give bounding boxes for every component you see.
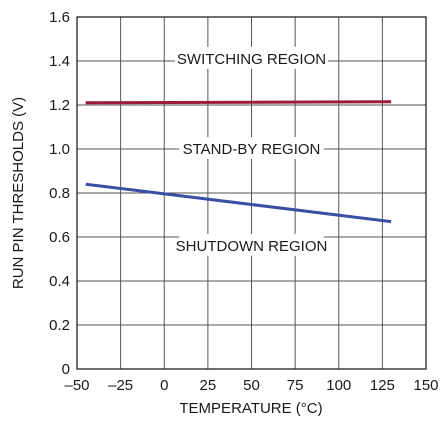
x-tick-label: 100: [326, 377, 351, 394]
y-tick-label: 0.4: [49, 273, 70, 290]
series: [85, 100, 392, 224]
region-label: STAND-BY REGION: [183, 141, 321, 158]
y-axis-label: RUN PIN THRESHOLDS (V): [10, 97, 27, 289]
x-tick-label: –25: [108, 377, 133, 394]
x-tick-label: 125: [370, 377, 395, 394]
region-label-background: [174, 46, 329, 69]
plot-frame: [76, 16, 427, 370]
x-tick-label: –50: [64, 377, 89, 394]
region-label-background: [179, 137, 324, 159]
region-label-background: [179, 233, 324, 256]
x-tick-label: 50: [243, 377, 260, 394]
series-line-1: [85, 100, 392, 105]
y-tick-label: 0.2: [49, 317, 70, 334]
x-axis-label: TEMPERATURE (°C): [179, 400, 322, 417]
grid: [77, 17, 426, 369]
y-tick-label: 1.2: [49, 97, 70, 114]
y-tick-label: 1.4: [49, 53, 70, 70]
y-tick-label: 0.8: [49, 185, 70, 202]
region-label: SHUTDOWN REGION: [176, 238, 328, 255]
y-tick-label: 0.6: [49, 229, 70, 246]
region-label: SWITCHING REGION: [177, 51, 326, 68]
y-tick-label: 1.0: [49, 141, 70, 158]
series-line-2: [85, 182, 392, 224]
x-tick-label: 0: [160, 377, 168, 394]
x-tick-label: 25: [200, 377, 217, 394]
x-tick-label: 150: [413, 377, 438, 394]
y-tick-labels: 0 0.2 0.4 0.6 0.8 1.0 1.2 1.4 1.6: [49, 9, 70, 378]
x-tick-labels: –50 –25 0 25 50 75 100 125 150: [64, 377, 438, 394]
region-labels: SWITCHING REGION STAND-BY REGION SHUTDOWN …: [174, 46, 329, 256]
y-tick-label: 0: [62, 361, 70, 378]
y-tick-label: 1.6: [49, 9, 70, 26]
x-tick-label: 75: [287, 377, 304, 394]
